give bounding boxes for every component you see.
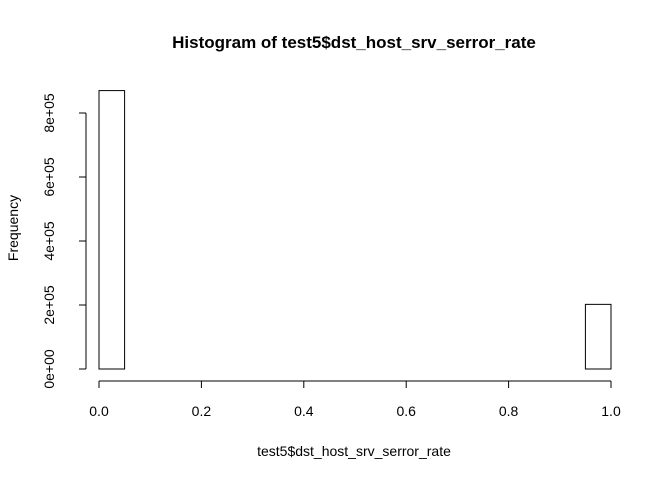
y-axis-label: Frequency (5, 195, 21, 261)
y-tick-label: 2e+05 (41, 285, 57, 325)
x-axis-label: test5$dst_host_srv_serror_rate (257, 443, 451, 459)
x-tick-label: 0.0 (89, 403, 109, 419)
y-axis: 0e+00 2e+05 4e+05 6e+05 8e+05 (41, 93, 87, 389)
histogram-bar-0 (98, 90, 126, 370)
x-tick-label: 0.6 (396, 403, 416, 419)
x-tick-label: 0.8 (499, 403, 519, 419)
plot-area (98, 90, 612, 370)
y-tick-label: 8e+05 (41, 93, 57, 133)
x-tick-label: 0.2 (192, 403, 212, 419)
x-axis: 0.0 0.2 0.4 0.6 0.8 1.0 (89, 380, 621, 419)
y-tick-label: 4e+05 (41, 221, 57, 261)
chart-title: Histogram of test5$dst_host_srv_serror_r… (172, 33, 536, 52)
histogram-bar-19 (584, 303, 612, 370)
y-tick-label: 0e+00 (41, 349, 57, 389)
y-tick-label: 6e+05 (41, 157, 57, 197)
x-tick-label: 1.0 (601, 403, 621, 419)
x-tick-label: 0.4 (294, 403, 314, 419)
